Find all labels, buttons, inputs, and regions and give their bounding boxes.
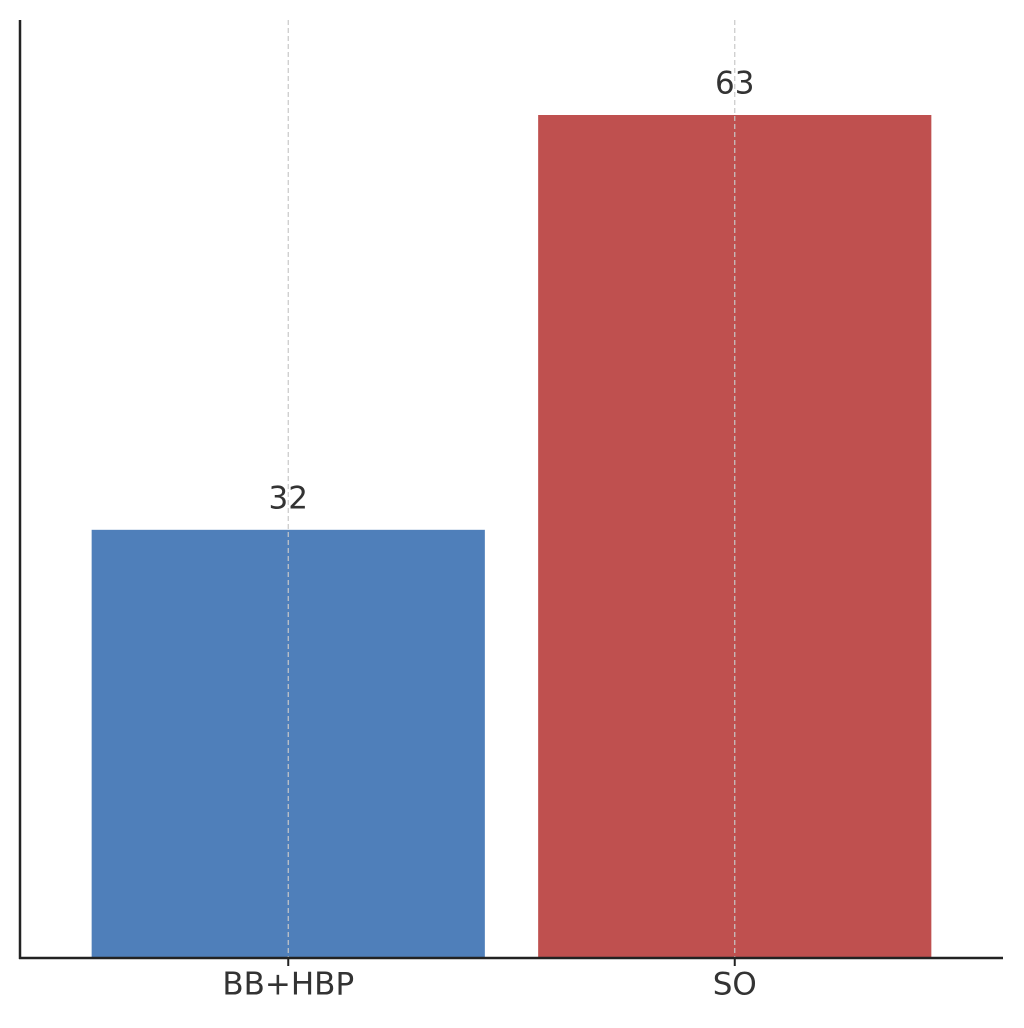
value-label: 63 xyxy=(715,66,754,102)
x-tick-label: SO xyxy=(713,967,757,1003)
x-tick-label: BB+HBP xyxy=(222,967,354,1003)
value-label: 32 xyxy=(269,480,308,516)
